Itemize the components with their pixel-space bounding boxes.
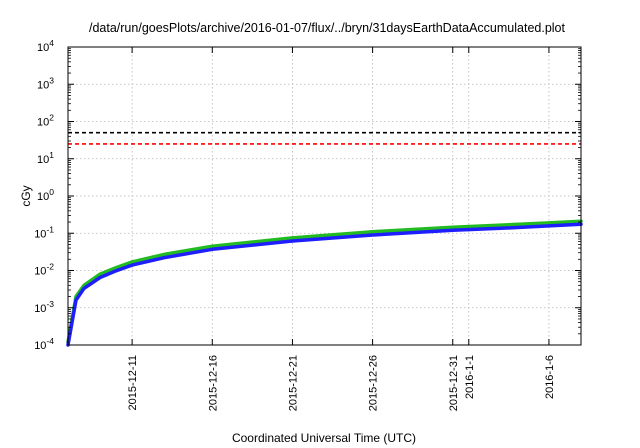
x-tick-label: 2016-1-1: [464, 355, 476, 399]
y-tick-label: 104: [37, 38, 54, 54]
x-tick-label: 2015-12-31: [448, 355, 460, 411]
y-tick-label: 10-3: [34, 299, 54, 315]
series-line: [66, 222, 583, 347]
reference-lines: [68, 131, 581, 145]
y-tick-label: 10-1: [34, 224, 54, 240]
x-axis: 2015-12-11 2015-12-16 2015-12-21 2015-12-26…: [127, 47, 556, 411]
y-tick-label: 103: [37, 75, 54, 91]
x-axis-label: Coordinated Universal Time (UTC): [232, 431, 416, 445]
y-axis-label: cGy: [19, 185, 33, 206]
y-tick-label: 10-4: [34, 336, 54, 352]
x-tick-label: 2015-12-21: [287, 355, 299, 411]
y-tick-label: 102: [37, 113, 54, 129]
y-tick-label: 100: [37, 187, 54, 203]
y-tick-label: 10-2: [34, 262, 54, 278]
x-tick-label: 2015-12-26: [368, 355, 380, 411]
y-axis: 10-4 10-3 10-2 10-1 100 101 102 103 104: [34, 38, 581, 352]
series-lines: [66, 219, 583, 347]
x-tick-label: 2016-1-6: [544, 355, 556, 399]
y-tick-label: 101: [37, 150, 54, 166]
x-tick-label: 2015-12-11: [127, 355, 139, 410]
grid: [68, 47, 581, 345]
chart-title: /data/run/goesPlots/archive/2016-01-07/f…: [89, 21, 565, 35]
x-tick-label: 2015-12-16: [207, 355, 219, 411]
series-line: [66, 219, 583, 344]
